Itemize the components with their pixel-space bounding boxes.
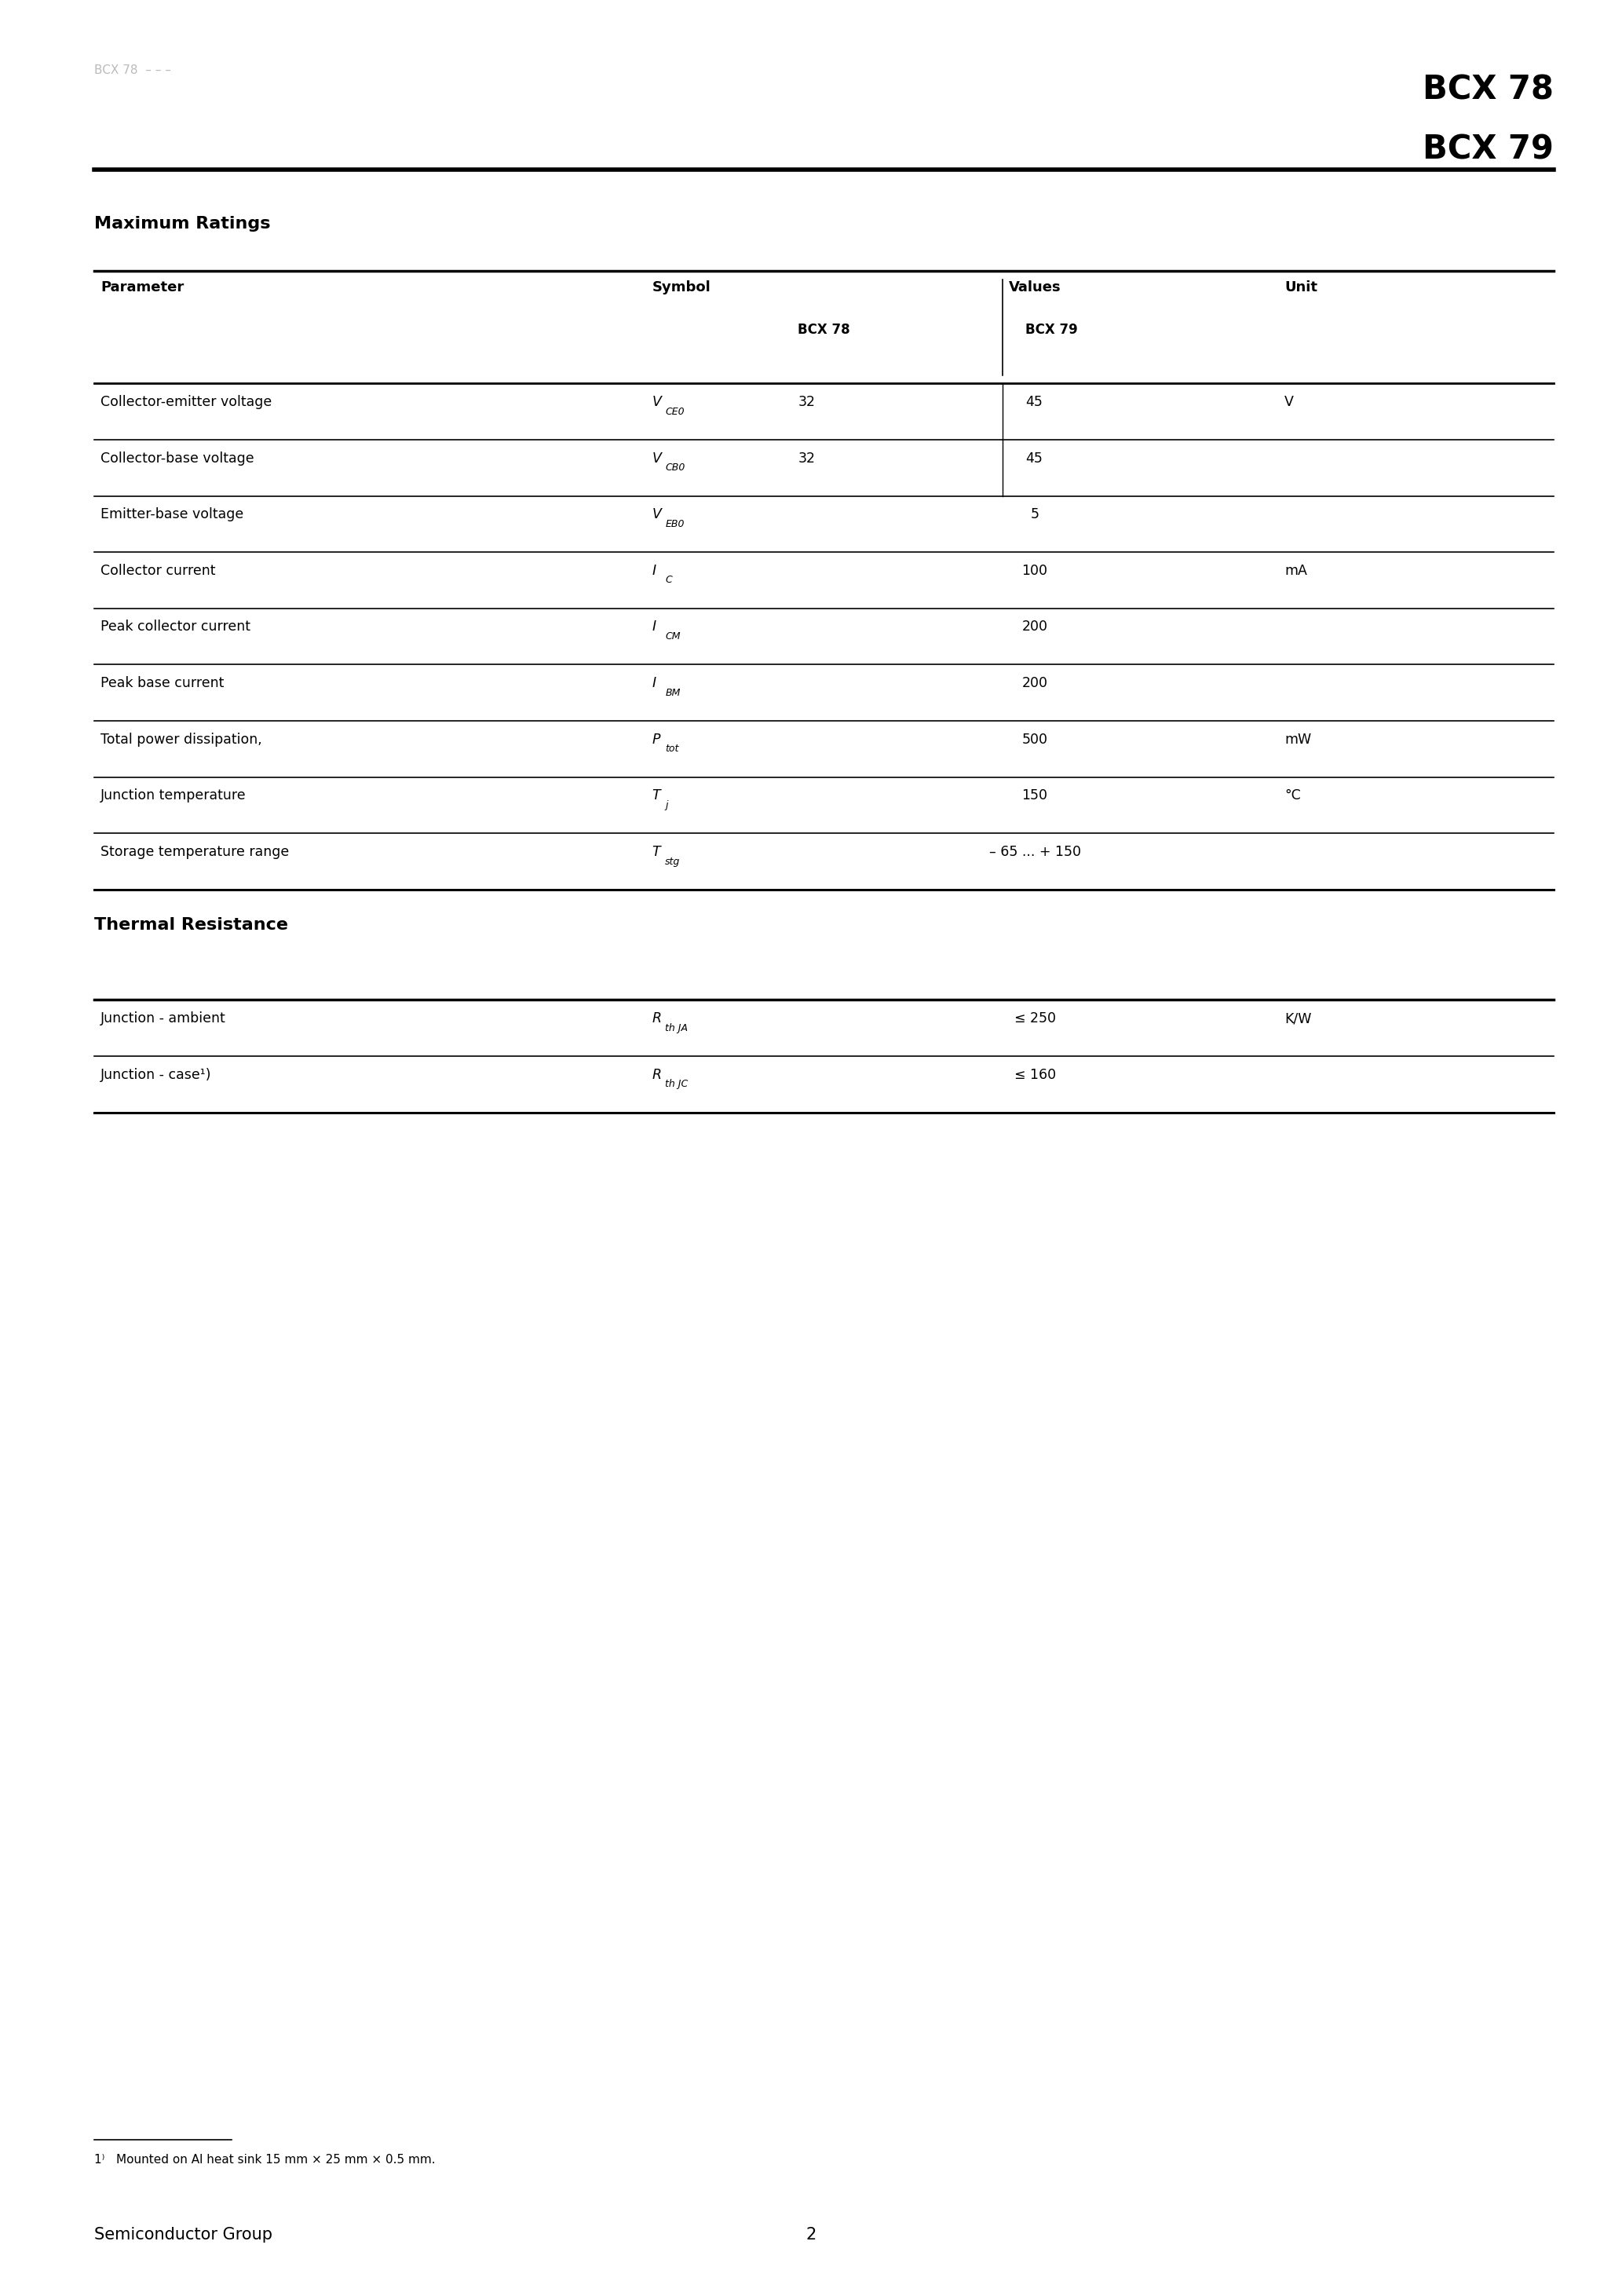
Text: V: V [652,450,662,466]
Text: Emitter-base voltage: Emitter-base voltage [101,507,243,521]
Text: 200: 200 [1022,675,1048,691]
Text: BCX 78: BCX 78 [1422,73,1554,106]
Text: j: j [665,799,668,810]
Text: 100: 100 [1022,563,1048,579]
Text: Collector current: Collector current [101,563,216,579]
Text: Peak collector current: Peak collector current [101,620,250,634]
Text: BCX 79: BCX 79 [1025,321,1077,338]
Text: th JC: th JC [665,1079,688,1088]
Text: Total power dissipation,: Total power dissipation, [101,732,266,746]
Text: mW: mW [1285,732,1312,746]
Text: Maximum Ratings: Maximum Ratings [94,216,271,232]
Text: I: I [652,675,655,691]
Text: 45: 45 [1025,450,1043,466]
Text: Symbol: Symbol [652,280,710,294]
Text: 5: 5 [1030,507,1040,521]
Text: V: V [652,507,662,521]
Text: Parameter: Parameter [101,280,183,294]
Text: Values: Values [1009,280,1061,294]
Text: R: R [652,1068,662,1081]
Text: ≤ 160: ≤ 160 [1014,1068,1056,1081]
Text: V: V [652,395,662,409]
Text: th JA: th JA [665,1022,688,1033]
Text: 32: 32 [798,395,816,409]
Text: 200: 200 [1022,620,1048,634]
Text: CB0: CB0 [665,464,684,473]
Text: K/W: K/W [1285,1010,1312,1026]
Text: C: C [665,576,672,585]
Text: T: T [652,788,660,804]
Text: Thermal Resistance: Thermal Resistance [94,916,289,932]
Text: 1⁾   Mounted on Al heat sink 15 mm × 25 mm × 0.5 mm.: 1⁾ Mounted on Al heat sink 15 mm × 25 mm… [94,2154,435,2165]
Text: CM: CM [665,631,681,641]
Text: EB0: EB0 [665,519,684,528]
Text: Unit: Unit [1285,280,1317,294]
Text: Collector-emitter voltage: Collector-emitter voltage [101,395,272,409]
Text: BM: BM [665,689,681,698]
Text: ≤ 250: ≤ 250 [1014,1010,1056,1026]
Text: I: I [652,563,655,579]
Text: Collector-base voltage: Collector-base voltage [101,450,255,466]
Text: 32: 32 [798,450,816,466]
Text: BCX 78  – – –: BCX 78 – – – [94,64,170,76]
Text: 500: 500 [1022,732,1048,746]
Text: BCX 78: BCX 78 [798,321,850,338]
Text: I: I [652,620,655,634]
Text: BCX 79: BCX 79 [1422,133,1554,165]
Text: °C: °C [1285,788,1301,804]
Text: tot: tot [665,744,680,753]
Text: Junction - ambient: Junction - ambient [101,1010,225,1026]
Text: 150: 150 [1022,788,1048,804]
Text: CE0: CE0 [665,406,684,416]
Text: P: P [652,732,660,746]
Text: 2: 2 [806,2227,816,2243]
Text: stg: stg [665,856,680,866]
Text: 45: 45 [1025,395,1043,409]
Text: Junction - case¹): Junction - case¹) [101,1068,211,1081]
Text: Junction temperature: Junction temperature [101,788,247,804]
Text: Storage temperature range: Storage temperature range [101,845,289,859]
Text: T: T [652,845,660,859]
Text: R: R [652,1010,662,1026]
Text: Peak base current: Peak base current [101,675,224,691]
Text: Semiconductor Group: Semiconductor Group [94,2227,272,2243]
Text: V: V [1285,395,1294,409]
Text: – 65 ... + 150: – 65 ... + 150 [989,845,1080,859]
Text: mA: mA [1285,563,1307,579]
